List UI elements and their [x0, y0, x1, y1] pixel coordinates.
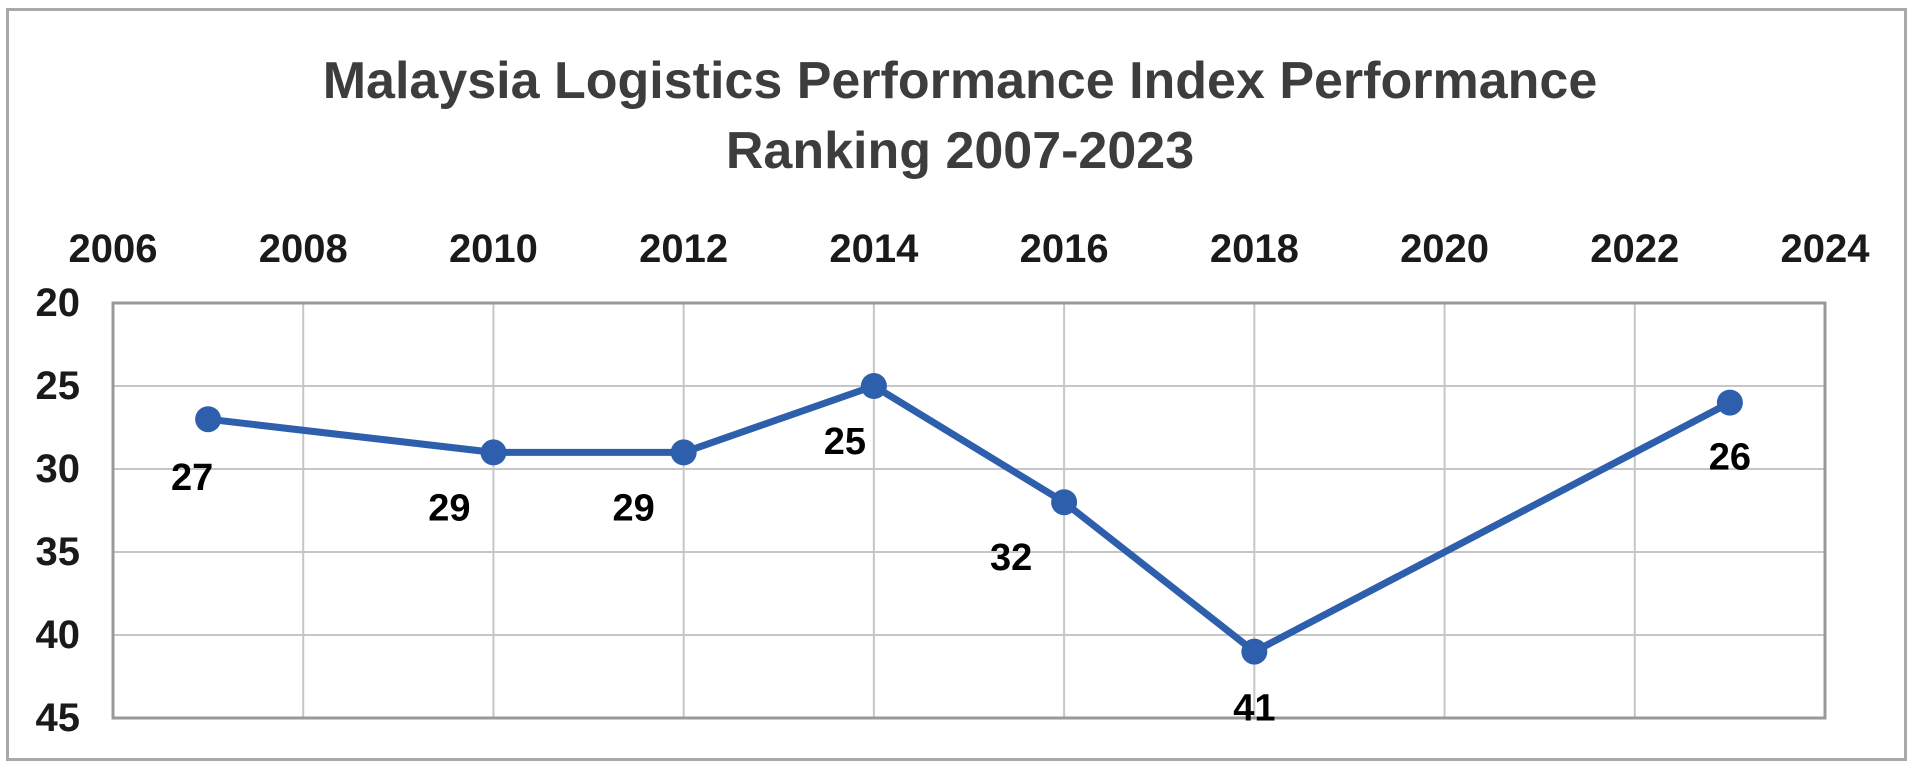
data-point-marker	[480, 439, 507, 466]
x-axis-tick-label: 2014	[829, 227, 919, 271]
y-axis-tick-label: 45	[36, 696, 81, 740]
data-point-label: 41	[1233, 688, 1275, 730]
data-point-label: 26	[1709, 437, 1751, 479]
data-point-marker	[1051, 489, 1078, 516]
x-axis-tick-label: 2024	[1781, 227, 1871, 271]
x-axis-tick-label: 2006	[69, 227, 158, 271]
x-axis-tick-label: 2008	[259, 227, 348, 271]
x-axis-tick-label: 2022	[1590, 227, 1679, 271]
y-axis-tick-label: 35	[36, 530, 81, 574]
data-point-label: 25	[824, 421, 866, 463]
y-axis-tick-label: 40	[36, 613, 81, 657]
data-point-label: 27	[171, 457, 213, 499]
y-axis-tick-label: 30	[36, 447, 81, 491]
x-axis-tick-label: 2010	[449, 227, 538, 271]
chart-title-line-2: Ranking 2007-2023	[725, 122, 1195, 180]
data-point-marker	[670, 439, 697, 466]
chart-title: Malaysia Logistics Performance Index Per…	[0, 46, 1920, 186]
x-axis-tick-label: 2018	[1210, 227, 1299, 271]
y-axis-tick-label: 20	[36, 281, 81, 325]
data-point-marker	[860, 373, 887, 399]
data-point-marker	[195, 406, 222, 433]
x-axis-tick-label: 2012	[639, 227, 728, 271]
data-point-label: 29	[613, 487, 655, 529]
data-point-marker	[1716, 389, 1743, 416]
x-axis-tick-label: 2020	[1400, 227, 1489, 271]
chart-title-line-1: Malaysia Logistics Performance Index Per…	[322, 52, 1598, 110]
data-point-marker	[1241, 638, 1268, 665]
x-axis-tick-label: 2016	[1020, 227, 1109, 271]
y-axis-tick-label: 25	[36, 364, 81, 408]
data-point-label: 32	[990, 537, 1032, 579]
data-point-label: 29	[428, 487, 470, 529]
plot-area-frame	[111, 301, 1827, 720]
